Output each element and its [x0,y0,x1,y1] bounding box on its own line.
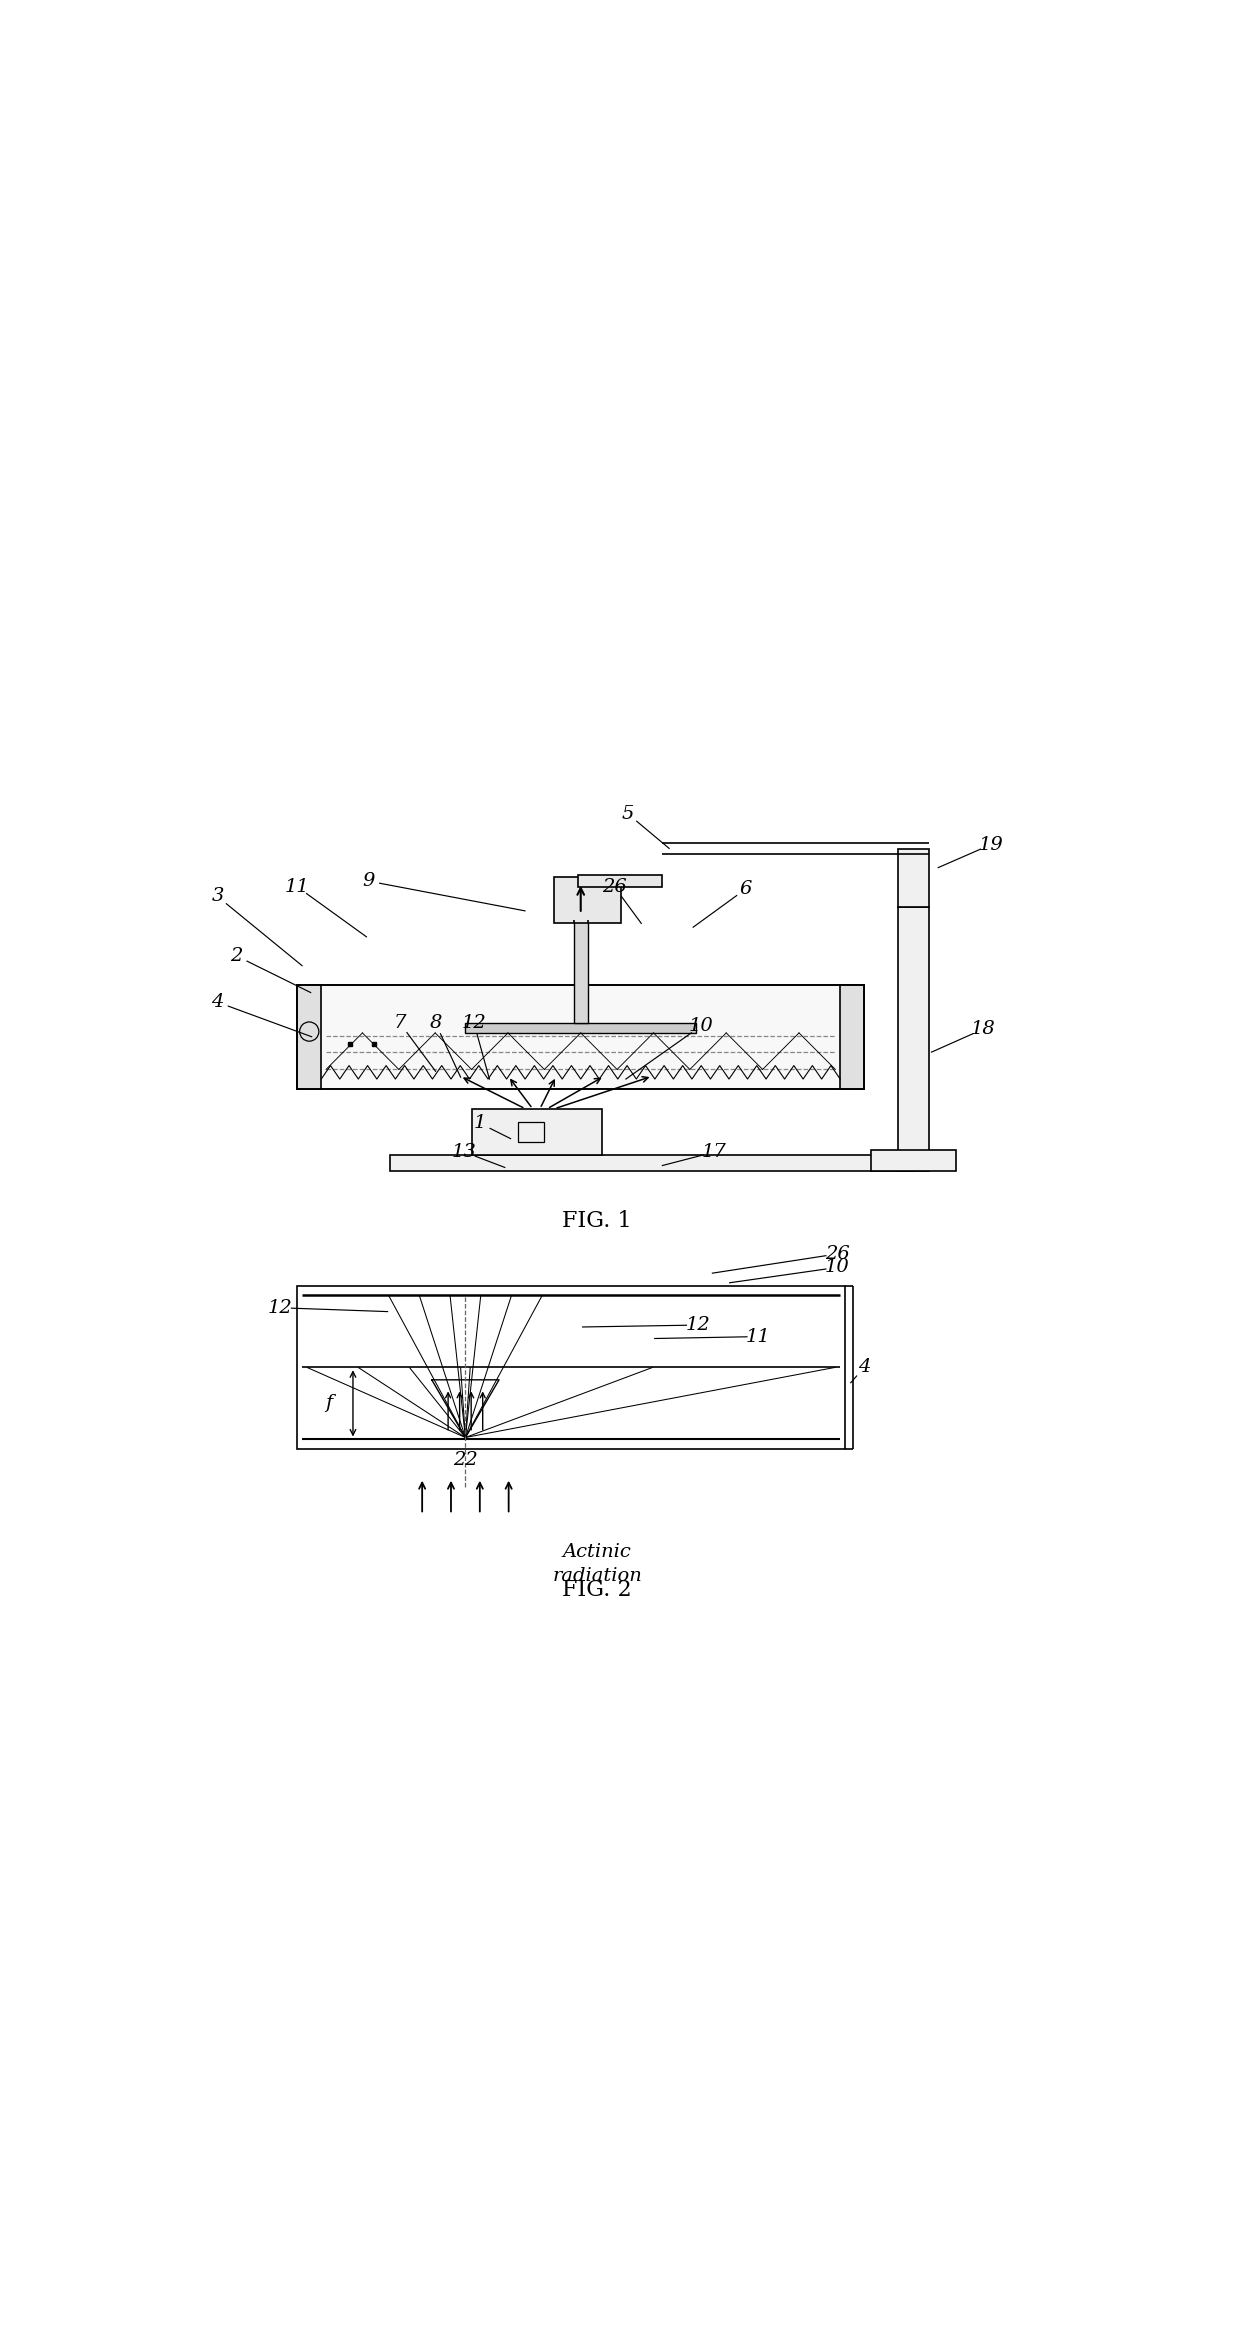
Text: 12: 12 [686,1317,711,1333]
Bar [554,877,621,924]
Bar [298,984,864,1089]
Text: 22: 22 [453,1452,477,1468]
Text: 12: 12 [461,1015,486,1033]
Text: 1: 1 [474,1115,486,1133]
Text: FIG. 2: FIG. 2 [562,1580,632,1601]
Text: Actinic
radiation: Actinic radiation [552,1543,642,1585]
Text: 11: 11 [746,1329,771,1345]
Text: 2: 2 [231,947,243,966]
Text: 26: 26 [601,877,626,896]
Bar [898,849,929,908]
Text: 10: 10 [688,1017,713,1036]
Text: 4: 4 [858,1359,870,1375]
Bar [298,984,864,1089]
Text: 11: 11 [285,877,310,896]
Text: 5: 5 [621,805,634,824]
Text: 12: 12 [268,1298,293,1317]
Bar [472,1110,601,1154]
Bar [898,908,929,1170]
Text: 17: 17 [702,1143,727,1161]
Bar [578,875,662,887]
Bar [517,1122,544,1143]
Bar [391,1154,914,1170]
Bar [870,1150,956,1170]
Text: 6: 6 [740,880,753,898]
Bar [298,984,321,1089]
Text: 9: 9 [362,873,374,889]
Text: 13: 13 [453,1143,477,1161]
Text: 10: 10 [825,1259,849,1278]
Bar [298,1285,844,1450]
Text: 26: 26 [825,1245,849,1264]
Text: f: f [325,1394,332,1412]
Text: 3: 3 [211,887,223,905]
Text: 19: 19 [978,835,1003,854]
Text: 8: 8 [429,1015,441,1033]
Bar [574,919,588,1024]
Text: 4: 4 [211,994,223,1012]
Bar [841,984,864,1089]
Bar [465,1024,696,1033]
Text: FIG. 1: FIG. 1 [562,1210,632,1233]
Text: 18: 18 [971,1019,996,1038]
Text: 7: 7 [394,1015,407,1033]
